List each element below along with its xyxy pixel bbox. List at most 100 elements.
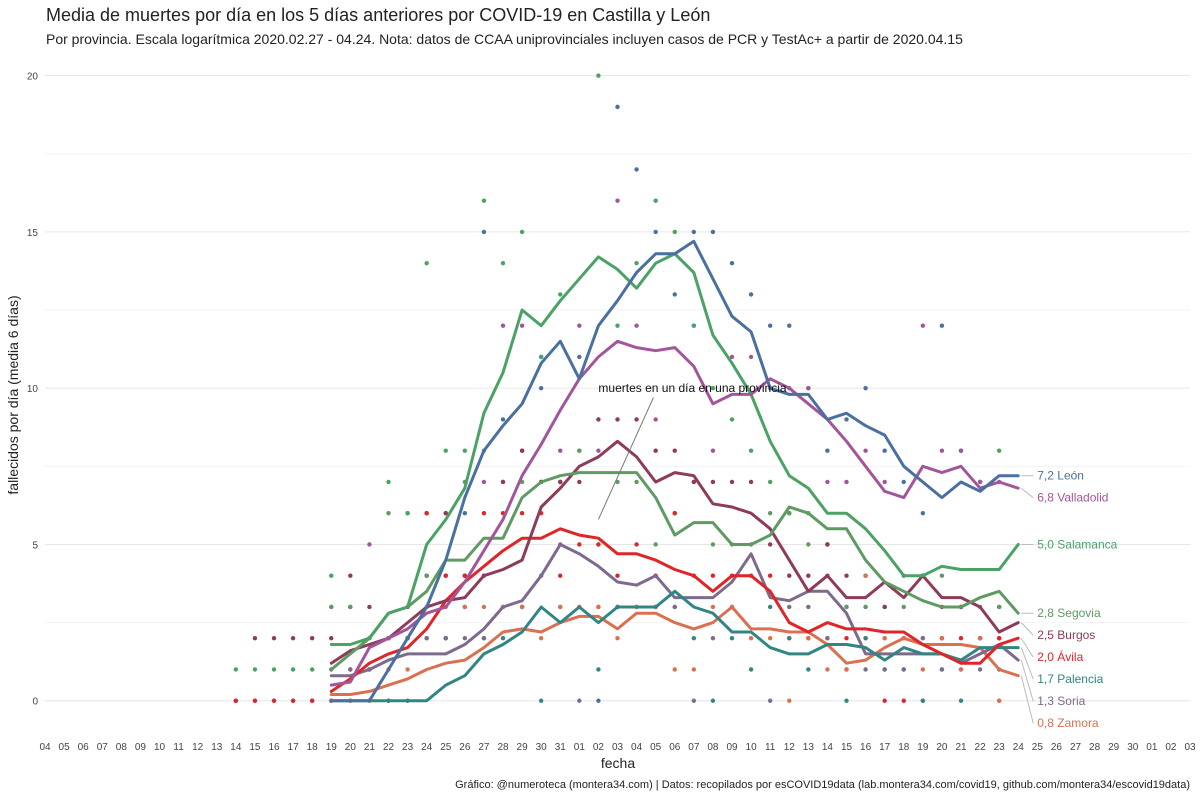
x-tick-label: 25 <box>440 742 452 753</box>
data-point <box>405 511 410 516</box>
data-point <box>653 448 658 453</box>
data-point <box>329 573 334 578</box>
data-point <box>863 448 868 453</box>
data-point <box>767 636 773 641</box>
data-point <box>348 604 353 610</box>
series-end-label: 1,7 Palencia <box>1037 672 1103 686</box>
data-point <box>767 604 773 610</box>
x-tick-label: 28 <box>1089 742 1101 753</box>
series-end-label: 2,5 Burgos <box>1037 628 1095 642</box>
data-point <box>558 604 563 610</box>
data-point <box>290 636 296 641</box>
data-point <box>729 260 735 266</box>
data-point <box>634 323 639 328</box>
x-tick-label: 06 <box>78 742 90 753</box>
data-point <box>596 604 601 610</box>
data-point <box>825 448 830 453</box>
series-line <box>329 339 1020 687</box>
data-point <box>367 604 372 610</box>
series-line <box>329 239 1020 703</box>
series-end-label: 6,8 Valladolid <box>1037 491 1108 505</box>
data-point <box>577 698 582 703</box>
data-point <box>615 573 620 578</box>
y-tick-label: 5 <box>32 540 38 551</box>
data-point <box>996 604 1002 610</box>
chart-caption: Gráfico: @numeroteca (montera34.com) | D… <box>455 779 1190 791</box>
data-point <box>863 385 868 391</box>
x-tick-label: 14 <box>822 742 834 753</box>
data-point <box>252 636 258 641</box>
data-point <box>290 667 296 672</box>
x-tick-label: 09 <box>135 742 147 753</box>
x-tick-label: 10 <box>154 742 166 753</box>
data-point <box>329 604 334 610</box>
data-point <box>844 667 849 672</box>
y-tick-label: 10 <box>27 384 39 395</box>
data-point <box>386 511 391 516</box>
data-point <box>634 260 639 266</box>
x-tick-label: 09 <box>726 742 738 753</box>
data-point <box>748 448 754 453</box>
data-point <box>729 417 735 422</box>
data-point <box>996 448 1002 453</box>
x-tick-label: 11 <box>765 742 776 753</box>
data-point <box>748 479 754 485</box>
data-point <box>309 636 315 641</box>
x-tick-label: 26 <box>459 742 471 753</box>
data-point <box>558 479 563 485</box>
label-leader <box>1020 675 1034 724</box>
data-point <box>710 385 716 391</box>
data-point <box>863 636 868 641</box>
series-line <box>329 543 1020 678</box>
data-point <box>577 542 582 547</box>
data-point <box>882 636 887 641</box>
data-point <box>882 698 887 703</box>
data-point <box>252 667 258 672</box>
x-tick-label: 28 <box>497 742 509 753</box>
label-leader <box>1020 647 1034 680</box>
data-point <box>329 636 334 641</box>
data-point <box>596 542 601 547</box>
data-point <box>882 479 887 485</box>
data-point <box>500 636 506 641</box>
data-point <box>748 667 754 672</box>
y-tick-label: 15 <box>27 228 39 239</box>
data-point <box>443 448 448 453</box>
data-point <box>844 417 849 422</box>
x-tick-label: 29 <box>1108 742 1120 753</box>
x-tick-label: 23 <box>994 742 1006 753</box>
data-point <box>977 636 983 641</box>
data-point <box>271 698 277 703</box>
data-point <box>615 417 620 422</box>
data-point <box>271 667 277 672</box>
y-tick-label: 0 <box>32 697 38 708</box>
end-labels: 7,2 León 6,8 Valladolid 5,0 Salamanca 2,8 S… <box>1020 469 1118 730</box>
data-point <box>882 667 887 672</box>
data-point <box>481 511 487 516</box>
data-point <box>443 573 448 578</box>
label-leader <box>1020 637 1034 658</box>
data-point <box>863 604 868 610</box>
y-tick-label: 20 <box>27 72 39 83</box>
data-point <box>825 542 830 547</box>
data-point <box>634 542 639 547</box>
x-tick-label: 20 <box>345 742 357 753</box>
data-point <box>691 229 697 235</box>
data-point <box>596 417 601 422</box>
x-tick-label: 12 <box>784 742 796 753</box>
x-tick-label: 22 <box>383 742 395 753</box>
data-point <box>672 604 677 610</box>
data-point <box>367 542 372 547</box>
data-point <box>844 604 849 610</box>
series-end-label: 7,2 León <box>1037 469 1084 483</box>
data-point <box>538 698 544 703</box>
data-point <box>672 229 677 235</box>
data-point <box>538 385 544 391</box>
x-tick-label: 21 <box>364 742 376 753</box>
x-tick-label: 17 <box>288 742 300 753</box>
data-point <box>806 636 811 641</box>
data-point <box>806 573 811 578</box>
data-point <box>825 667 830 672</box>
data-point <box>939 573 945 578</box>
data-point <box>691 667 697 672</box>
